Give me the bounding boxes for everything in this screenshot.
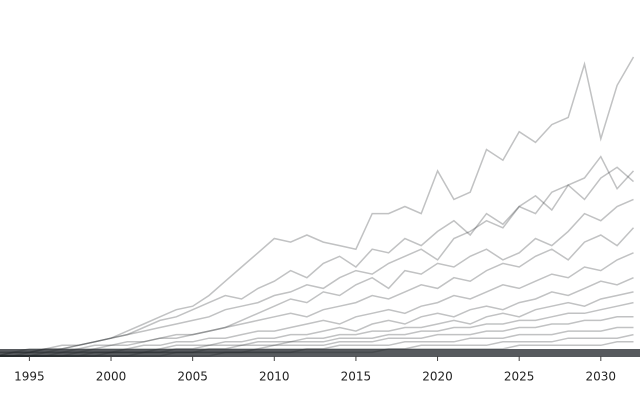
simulation-line xyxy=(0,252,634,357)
simulation-line xyxy=(0,155,635,354)
x-tick-label: 2000 xyxy=(96,370,127,384)
simulation-line xyxy=(0,56,635,354)
simulation-line xyxy=(0,341,634,357)
density-band xyxy=(0,349,640,357)
simulation-line xyxy=(0,227,635,357)
x-tick-label: 1995 xyxy=(14,370,45,384)
simulation-line xyxy=(0,166,634,357)
simulation-line xyxy=(0,326,634,357)
simulation-line xyxy=(0,333,634,357)
simulation-line xyxy=(0,277,634,357)
x-tick-label: 2010 xyxy=(259,370,290,384)
simulation-line xyxy=(0,316,634,357)
x-tick-label: 2030 xyxy=(586,370,617,384)
x-tick-label: 2025 xyxy=(504,370,535,384)
simulation-line xyxy=(0,198,634,357)
x-tick-label: 2015 xyxy=(341,370,372,384)
simulation-line xyxy=(0,301,634,357)
x-tick-label: 2020 xyxy=(422,370,453,384)
simulation-line xyxy=(0,291,634,357)
x-tick-label: 2005 xyxy=(177,370,208,384)
